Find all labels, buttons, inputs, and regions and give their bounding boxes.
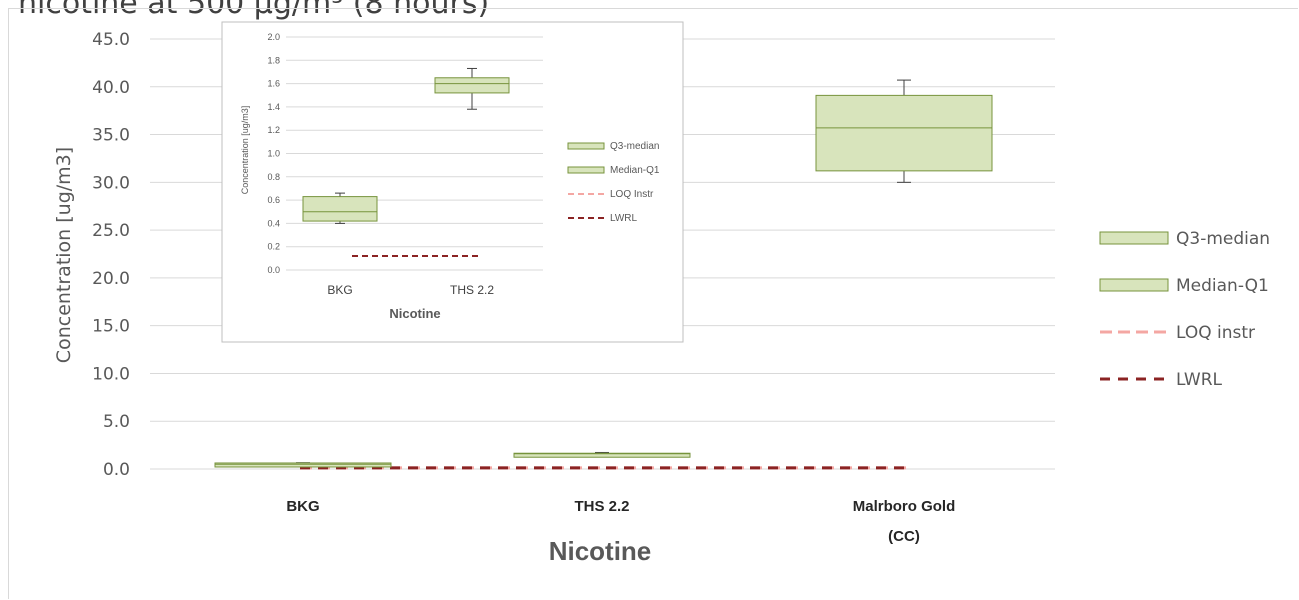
main-box-q3-q1 bbox=[214, 462, 392, 468]
inset-box-q3-q1 bbox=[434, 77, 510, 94]
main-category-labels: BKG THS 2.2 Malrboro Gold (CC) bbox=[286, 498, 955, 545]
main-y-tick: 45.0 bbox=[92, 30, 130, 50]
inset-box-q3-q1 bbox=[302, 196, 378, 222]
main-x-axis-title: Nicotine bbox=[549, 536, 652, 566]
main-y-tick: 0.0 bbox=[103, 460, 130, 480]
inset-box bbox=[434, 67, 510, 110]
main-y-tick: 40.0 bbox=[92, 78, 130, 98]
inset-legend-label: Median-Q1 bbox=[610, 165, 660, 176]
inset-y-tick: 0.8 bbox=[267, 172, 280, 182]
main-y-tick: 30.0 bbox=[92, 173, 130, 193]
main-y-tick: 15.0 bbox=[92, 317, 130, 337]
main-y-tick: 5.0 bbox=[103, 412, 130, 432]
main-category-label: BKG bbox=[286, 498, 319, 515]
inset-y-tick: 0.2 bbox=[267, 242, 280, 252]
page-title: nicotine at 500 µg/m³ (8 hours) bbox=[18, 0, 490, 21]
inset-category-label: BKG bbox=[327, 283, 352, 297]
main-legend-label: Q3-median bbox=[1176, 229, 1270, 249]
main-y-tick: 35.0 bbox=[92, 126, 130, 146]
main-category-label: Malrboro Gold bbox=[853, 498, 956, 515]
main-category-label: (CC) bbox=[888, 528, 920, 545]
main-y-axis-title: Concentration [ug/m3] bbox=[53, 147, 75, 363]
inset-frame bbox=[221, 21, 684, 343]
main-legend-swatch bbox=[1099, 278, 1169, 292]
inset-legend-swatch bbox=[567, 142, 605, 150]
inset-gridlines bbox=[286, 36, 543, 271]
main-box bbox=[815, 79, 993, 183]
inset-y-tick: 0.6 bbox=[267, 195, 280, 205]
inset-chart: 0.0 0.2 0.4 0.6 0.8 1.0 1.2 1.4 1.6 1.8 2.0 BKG THS… bbox=[221, 21, 684, 343]
inset-category-label: THS 2.2 bbox=[450, 283, 494, 297]
inset-legend-label: LWRL bbox=[610, 213, 637, 224]
main-y-tick: 20.0 bbox=[92, 269, 130, 289]
inset-legend-label: Q3-median bbox=[610, 141, 659, 152]
main-y-tick: 25.0 bbox=[92, 221, 130, 241]
inset-category-labels: BKG THS 2.2 bbox=[327, 283, 494, 297]
inset-legend-swatch bbox=[567, 166, 605, 174]
main-legend-label: Median-Q1 bbox=[1176, 276, 1269, 296]
inset-y-tick: 0.0 bbox=[267, 265, 280, 275]
inset-y-tick: 1.2 bbox=[267, 125, 280, 135]
main-legend: Q3-median Median-Q1 LOQ instr LWRL bbox=[1099, 229, 1270, 390]
inset-y-tick: 1.6 bbox=[267, 79, 280, 89]
main-category-label: THS 2.2 bbox=[574, 498, 629, 515]
inset-box bbox=[302, 192, 378, 224]
inset-y-tick: 1.0 bbox=[267, 149, 280, 159]
main-legend-label: LWRL bbox=[1176, 370, 1223, 390]
inset-y-tick: 1.4 bbox=[267, 102, 280, 112]
main-boxes bbox=[214, 79, 993, 468]
main-box bbox=[513, 451, 691, 458]
inset-y-tick: 0.4 bbox=[267, 218, 280, 228]
inset-x-axis-title: Nicotine bbox=[389, 306, 440, 321]
inset-legend-label: LOQ Instr bbox=[610, 189, 654, 200]
chart-frame bbox=[8, 8, 1298, 599]
inset-y-axis-title: Concentration [ug/m3] bbox=[240, 106, 250, 195]
inset-y-tick-labels: 0.0 0.2 0.4 0.6 0.8 1.0 1.2 1.4 1.6 1.8 2.0 bbox=[267, 32, 280, 275]
main-box bbox=[214, 462, 392, 468]
main-y-tick-labels: 0.0 5.0 10.0 15.0 20.0 25.0 30.0 35.0 40.0 45.0 bbox=[92, 30, 130, 480]
inset-legend: Q3-median Median-Q1 LOQ Instr LWRL bbox=[567, 141, 660, 224]
inset-y-tick: 2.0 bbox=[267, 32, 280, 42]
main-box-q3-q1 bbox=[815, 94, 993, 172]
main-y-tick: 10.0 bbox=[92, 364, 130, 384]
inset-y-tick: 1.8 bbox=[267, 55, 280, 65]
main-legend-label: LOQ instr bbox=[1176, 323, 1255, 343]
inset-boxes bbox=[302, 67, 510, 224]
main-legend-swatch bbox=[1099, 231, 1169, 245]
